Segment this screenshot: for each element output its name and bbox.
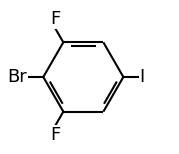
Text: F: F [50,10,61,28]
Text: Br: Br [7,68,27,86]
Text: F: F [50,126,61,144]
Text: I: I [140,68,145,86]
